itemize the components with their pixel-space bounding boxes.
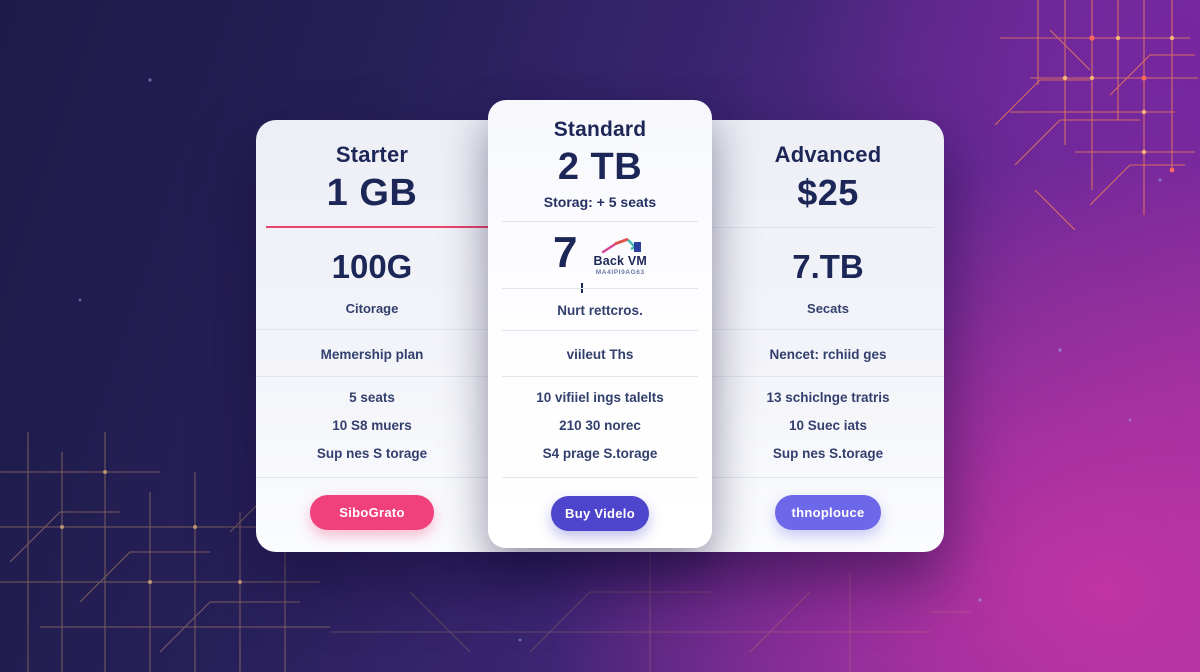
plan-name-standard: Standard [553, 118, 647, 141]
vendor-logo: Back VM MA4IPI9AG63 [593, 237, 647, 276]
divider [502, 221, 698, 222]
logo-text: Back VM [593, 254, 647, 268]
plan-headline-starter: 1 GB [326, 172, 418, 214]
plan-figure-value: 7 [553, 228, 578, 277]
divider [256, 329, 488, 330]
plan-stat-starter: 100G [331, 248, 413, 285]
divider [712, 477, 944, 478]
circuit-pattern-top-right [994, 0, 1198, 230]
feature-item: Sup nes S torage [316, 446, 428, 461]
feature-item: Sup nes S.torage [772, 446, 884, 461]
standard-cta-button[interactable]: Buy Videlo [551, 496, 649, 531]
circuit-pattern-bottom-center [330, 552, 970, 672]
plan-stat-advanced: 7.TB [792, 248, 864, 285]
logo-subtext: MA4IPI9AG63 [595, 269, 645, 276]
plan-row-standard: viileut Ths [566, 347, 634, 362]
feature-item: 10 vifiiel ings talelts [536, 390, 664, 405]
plan-headline-standard: 2 TB [557, 146, 643, 188]
network-row-standard: Nurt rettcros. [557, 303, 643, 318]
feature-item: 10 S8 muers [332, 418, 412, 433]
advanced-cta-button[interactable]: thnoplouce [775, 495, 881, 530]
accent-divider [266, 226, 488, 228]
feature-item: S4 prage S.torage [542, 446, 658, 461]
plan-card-advanced: Advanced $25 7.TB Secats Nencet: rchiid … [712, 120, 944, 552]
feature-item: 5 seats [349, 390, 395, 405]
plan-headline-advanced: $25 [797, 172, 859, 213]
plan-figure-standard: 7 Back VM MA4IPI9AG63 [488, 228, 712, 293]
divider [502, 288, 698, 289]
divider [502, 477, 698, 478]
divider [712, 227, 934, 228]
plan-card-standard: Standard 2 TB Storag: + 5 seats 7 Back V… [488, 100, 712, 548]
starter-cta-button[interactable]: SiboGrato [310, 495, 434, 530]
plan-name-starter: Starter [335, 142, 409, 167]
divider [712, 376, 944, 377]
plan-name-advanced: Advanced [774, 142, 882, 167]
plan-card-starter: Starter 1 GB 100G Citorage Memership pla… [256, 120, 488, 552]
brush-stroke-icon [602, 238, 642, 254]
plan-stat-label-advanced: Secats [807, 301, 849, 316]
plan-subheadline-standard: Storag: + 5 seats [543, 194, 657, 210]
feature-item: 13 schiclnge tratris [766, 390, 890, 405]
plan-row-starter: Memership plan [320, 347, 424, 362]
feature-item: 10 Suec iats [788, 418, 868, 433]
plan-row-advanced: Nencet: rchiid ges [769, 347, 887, 362]
plan-stat-label-starter: Citorage [345, 301, 399, 316]
divider [256, 376, 488, 377]
divider [502, 330, 698, 331]
divider [502, 376, 698, 377]
divider [256, 477, 488, 478]
feature-item: 210 30 norec [559, 418, 641, 433]
divider [712, 329, 944, 330]
